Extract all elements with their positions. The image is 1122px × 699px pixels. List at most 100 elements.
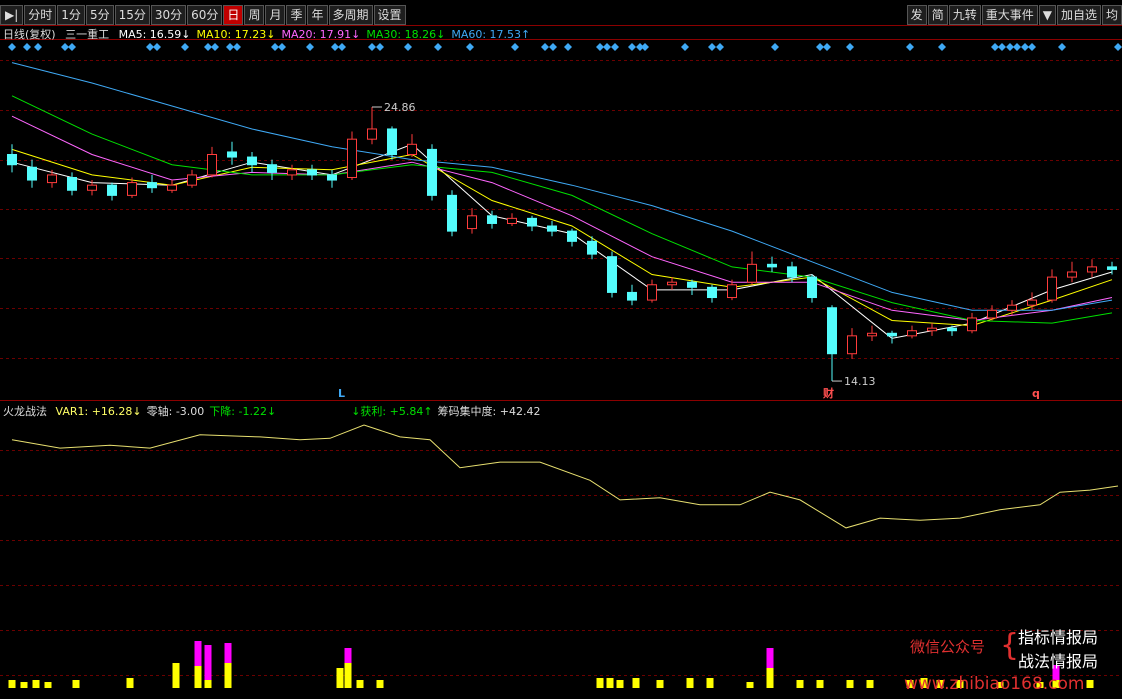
period-button[interactable]: 分时 (24, 5, 57, 25)
tool-button[interactable]: 重大事件 (981, 5, 1038, 25)
yellow-bar (344, 663, 352, 688)
tool-button[interactable]: 九转 (948, 5, 981, 25)
period-button[interactable]: 30分 (150, 5, 187, 25)
period-button[interactable]: 60分 (187, 5, 223, 25)
yellow-bar (44, 682, 52, 688)
signal-diamond (1058, 43, 1066, 51)
yellow-bar (866, 680, 874, 688)
candle-body (967, 317, 977, 332)
ma-label: MA20: 17.91↓ (281, 28, 361, 41)
period-button[interactable]: 季 (286, 5, 307, 25)
period-button[interactable]: 15分 (114, 5, 150, 25)
signal-diamond (211, 43, 219, 51)
candle-body (887, 332, 897, 337)
yellow-bar (194, 666, 202, 688)
candle-body (267, 164, 277, 173)
tool-button[interactable]: 均 (1101, 5, 1122, 25)
signal-diamond (681, 43, 689, 51)
yellow-bar (1086, 680, 1094, 688)
indicator-label: 下降: -1.22↓ (209, 405, 277, 418)
dropdown[interactable]: ▼ (1038, 5, 1056, 25)
brace: { (1000, 628, 1020, 663)
yellow-bar (616, 680, 624, 688)
ma-label: MA60: 17.53↑ (451, 28, 531, 41)
candle-body (787, 266, 797, 278)
yellow-bar (596, 678, 604, 688)
signal-diamond (938, 43, 946, 51)
signal-diamond (823, 43, 831, 51)
watermark-name: 指标情报局 (1018, 628, 1099, 647)
candle-body (187, 174, 197, 186)
indicator-name: 火龙战法 (3, 405, 47, 418)
candle-body (707, 286, 717, 299)
candle-body (947, 327, 957, 332)
yellow-bar (606, 678, 614, 688)
tool-button[interactable]: 发 (906, 5, 927, 25)
candle-body (807, 276, 817, 299)
candle-body (867, 332, 877, 337)
signal-diamond (226, 43, 234, 51)
candle-body (927, 327, 937, 332)
signal-diamond (61, 43, 69, 51)
event-marker: q (1032, 387, 1040, 400)
yellow-bar (356, 680, 364, 688)
period-button[interactable]: 设置 (373, 5, 406, 25)
period-button[interactable]: 年 (307, 5, 328, 25)
yellow-bar (906, 680, 914, 688)
candle-body (827, 307, 837, 355)
signal-diamond (233, 43, 241, 51)
candle-body (227, 151, 237, 158)
yellow-bar (746, 682, 754, 688)
tool-button[interactable]: 简 (927, 5, 948, 25)
magenta-bar (194, 641, 202, 666)
yellow-bar (126, 678, 134, 688)
candle-body (307, 169, 317, 176)
yellow-bar (20, 682, 28, 688)
yellow-bar (1052, 680, 1060, 688)
toolbar: ▶| 分时 1分 5分 15分 30分 60分日周月季年多周期 设置 发简九转 重大事件 ▼ 加自… (0, 5, 1122, 25)
candle-body (207, 154, 217, 176)
magenta-bar (1052, 665, 1060, 680)
yellow-bar (1036, 682, 1044, 688)
candle-body (247, 156, 257, 166)
period-button[interactable]: 月 (265, 5, 286, 25)
signal-diamond (846, 43, 854, 51)
period-button[interactable]: 多周期 (328, 5, 373, 25)
yellow-bar (796, 680, 804, 688)
min-label: 14.13 (844, 375, 876, 388)
magenta-bar (204, 645, 212, 680)
signal-diamond (68, 43, 76, 51)
period-button[interactable]: 5分 (85, 5, 114, 25)
period-button[interactable]: 周 (244, 5, 265, 25)
signal-diamond (306, 43, 314, 51)
signal-diamond (816, 43, 824, 51)
yellow-bar (204, 680, 212, 688)
indicator-label: 零轴: -3.00 (146, 405, 205, 418)
tool-button[interactable]: 加自选 (1056, 5, 1101, 25)
signal-diamond (181, 43, 189, 51)
period-button[interactable]: 1分 (57, 5, 85, 25)
signal-diamond (278, 43, 286, 51)
signal-diamond (466, 43, 474, 51)
candle-body (87, 184, 97, 191)
candle-body (107, 184, 117, 196)
candle-body (407, 143, 417, 156)
max-label: 24.86 (384, 101, 416, 114)
indicator-label: 筹码集中度: +42.42 (437, 405, 541, 418)
candle-body (687, 281, 697, 288)
period-button[interactable]: 日 (223, 5, 244, 25)
play-icon[interactable]: ▶| (0, 5, 24, 25)
candle-body (7, 154, 17, 166)
magenta-bar (224, 643, 232, 663)
event-marker: 财 (822, 386, 834, 400)
signal-diamond (331, 43, 339, 51)
signal-diamond (991, 43, 999, 51)
candle-body (47, 174, 57, 184)
yellow-bar (766, 668, 774, 688)
candle-body (1027, 299, 1037, 306)
signal-diamond (1028, 43, 1036, 51)
ma-label: MA10: 17.23↓ (196, 28, 276, 41)
ma-line (11, 62, 1113, 311)
signal-diamond (628, 43, 636, 51)
